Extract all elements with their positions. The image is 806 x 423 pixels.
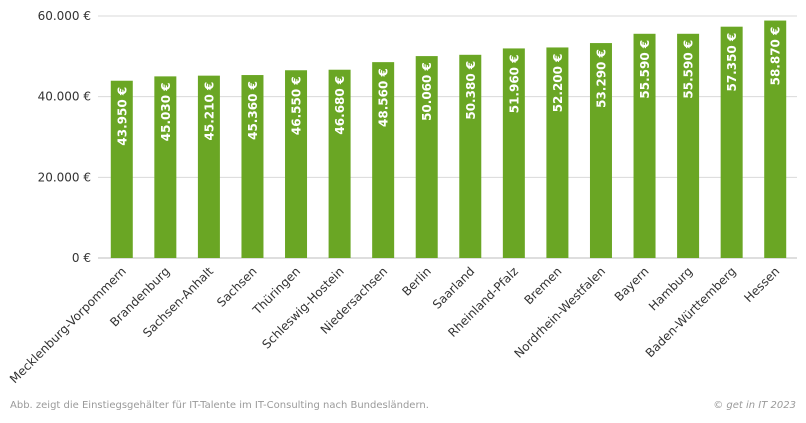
bar-value-label: 52.200 € bbox=[551, 53, 565, 112]
bar bbox=[415, 56, 438, 258]
bar-value-label: 48.560 € bbox=[377, 68, 391, 127]
bar bbox=[720, 26, 743, 258]
bar bbox=[241, 75, 264, 258]
bar-value-label: 46.680 € bbox=[333, 76, 347, 135]
bar-value-label: 58.870 € bbox=[769, 27, 783, 86]
bar-value-label: 50.380 € bbox=[464, 61, 478, 120]
y-tick-label: 20.000 € bbox=[38, 170, 91, 184]
x-tick-label: Hessen bbox=[741, 264, 782, 305]
bar-value-label: 50.060 € bbox=[420, 62, 434, 121]
bar-value-label: 45.360 € bbox=[246, 81, 260, 140]
x-tick-label: Bremen bbox=[521, 264, 564, 307]
bar bbox=[328, 69, 351, 258]
bar-value-label: 57.350 € bbox=[725, 33, 739, 92]
copyright-notice: © get in IT 2023 bbox=[713, 400, 796, 411]
bar bbox=[110, 80, 133, 258]
bar bbox=[197, 75, 220, 258]
y-tick-label: 0 € bbox=[72, 251, 91, 265]
bar bbox=[546, 47, 569, 259]
x-tick-label: Bayern bbox=[612, 264, 652, 304]
bar-value-label: 46.550 € bbox=[290, 76, 304, 135]
bar bbox=[764, 20, 787, 259]
bar bbox=[677, 33, 700, 258]
bar bbox=[459, 54, 482, 259]
bar-value-label: 45.030 € bbox=[159, 82, 173, 141]
bar bbox=[285, 70, 308, 258]
x-tick-label: Mecklenburg-Vorpommern bbox=[7, 264, 129, 386]
bar bbox=[633, 33, 656, 258]
x-tick-label: Berlin bbox=[399, 264, 434, 299]
x-tick-label: Sachsen bbox=[214, 264, 260, 310]
y-tick-label: 60.000 € bbox=[38, 9, 91, 23]
bar-value-label: 55.590 € bbox=[638, 40, 652, 99]
bar-value-label: 51.960 € bbox=[507, 54, 521, 113]
y-tick-label: 40.000 € bbox=[38, 90, 91, 104]
bar bbox=[154, 76, 177, 258]
bar bbox=[372, 62, 395, 259]
x-tick-label: Baden-Württemberg bbox=[643, 264, 739, 360]
bar-value-label: 55.590 € bbox=[682, 40, 696, 99]
chart-caption: Abb. zeigt die Einstiegsgehälter für IT-… bbox=[10, 400, 429, 411]
bar bbox=[502, 48, 525, 258]
bar-value-label: 43.950 € bbox=[115, 87, 129, 146]
bar-value-label: 45.210 € bbox=[202, 82, 216, 141]
bar-value-label: 53.290 € bbox=[594, 49, 608, 108]
bar bbox=[589, 43, 612, 259]
x-tick-label: Schleswig-Hostein bbox=[259, 264, 346, 351]
